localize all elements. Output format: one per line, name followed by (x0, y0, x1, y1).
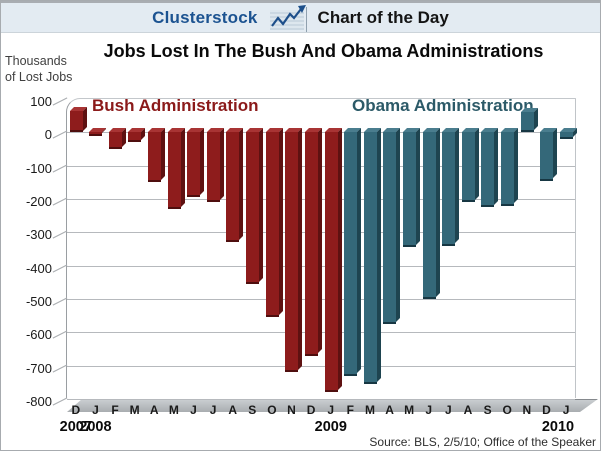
bar-bush-3 (128, 132, 142, 143)
bar-bush-13 (324, 132, 338, 393)
plot-area: Bush Administration Obama Administration (52, 96, 576, 400)
y-axis-label--800: -800 (25, 394, 52, 409)
y-axis-label-0: 0 (44, 127, 52, 143)
bar-obama-23 (520, 112, 534, 133)
bar-bush-2 (108, 132, 122, 149)
month-label-9: S (248, 403, 257, 417)
brand-logo: Clusterstock (152, 7, 258, 27)
header-title: Chart of the Day (317, 7, 449, 27)
bar-bush-7 (206, 132, 220, 203)
month-label-0: D (71, 403, 81, 417)
bar-obama-22 (501, 132, 515, 206)
month-label-13: J (327, 403, 335, 417)
bar-bush-1 (89, 132, 103, 136)
bar-obama-25 (559, 132, 573, 139)
bar-bush-8 (226, 132, 240, 243)
y-axis-label--700: -700 (25, 360, 52, 376)
y-axis: 100 0 -100 -200 -300 -400 -500 -600 -700 -800 (1, 94, 58, 409)
y-axis-unit-line2: of Lost Jobs (5, 70, 73, 85)
y-axis-label--100: -100 (25, 160, 52, 176)
month-label-17: M (404, 403, 415, 417)
y-axis-unit-label: Thousands of Lost Jobs (5, 53, 85, 86)
month-label-12: D (306, 403, 316, 417)
legend-obama-administration: Obama Administration (352, 96, 534, 115)
year-label-2010: 2010 (541, 419, 575, 435)
y-axis-label--200: -200 (25, 194, 52, 209)
bar-bush-12 (304, 132, 318, 356)
legend-bush-administration: Bush Administration (92, 96, 259, 115)
month-label-16: A (385, 403, 394, 417)
month-label-14: F (346, 403, 354, 417)
month-label-8: A (228, 403, 238, 417)
bar-bush-6 (187, 132, 201, 198)
y-axis-label--500: -500 (25, 294, 52, 309)
source-note: Source: BLS, 2/5/10; Office of the Speak… (369, 435, 596, 449)
bar-obama-17 (402, 132, 416, 248)
bar-obama-19 (442, 132, 456, 246)
bar-obama-16 (383, 132, 397, 324)
y-axis-unit-line1: Thousands (5, 54, 67, 68)
month-label-10: O (267, 403, 277, 417)
month-label-22: O (502, 403, 512, 417)
bar-obama-14 (344, 132, 358, 376)
month-label-24: D (542, 403, 551, 417)
bar-obama-18 (422, 132, 436, 299)
y-axis-label--600: -600 (25, 327, 52, 343)
month-label-20: A (463, 403, 473, 417)
y-axis-label-100: 100 (30, 94, 52, 109)
bar-obama-20 (461, 132, 475, 203)
bar-bush-9 (246, 132, 260, 284)
month-label-7: J (209, 403, 217, 417)
header-band: Clusterstock Chart of the Day (1, 1, 600, 33)
month-label-15: M (364, 403, 375, 417)
year-label-2009: 2009 (314, 419, 347, 435)
bar-bush-0 (69, 110, 83, 133)
month-label-19: J (445, 403, 452, 417)
year-label-2007: 2007 (59, 419, 92, 435)
month-label-18: J (425, 403, 433, 417)
month-label-5: M (168, 403, 179, 417)
month-label-3: M (129, 403, 140, 417)
y-axis-label--400: -400 (25, 260, 52, 276)
bar-bush-5 (167, 132, 181, 209)
gridline--700 (67, 365, 575, 367)
bar-obama-15 (363, 132, 377, 384)
month-label-23: N (522, 403, 532, 417)
year-label-2008: 2008 (79, 419, 112, 435)
month-label-21: S (483, 403, 492, 417)
month-label-1: J (92, 403, 99, 417)
month-label-25: J (562, 403, 570, 417)
y-axis-label--300: -300 (25, 227, 52, 243)
month-label-2: F (111, 403, 119, 417)
gridline--800 (67, 399, 575, 400)
bar-obama-24 (540, 132, 554, 181)
bar-bush-10 (265, 132, 279, 318)
bar-bush-11 (285, 132, 299, 373)
bar-bush-4 (147, 132, 161, 183)
month-label-6: J (190, 403, 197, 417)
month-label-11: N (287, 403, 296, 417)
month-label-4: A (149, 403, 159, 417)
line-chart-icon (268, 3, 308, 33)
bar-obama-21 (481, 132, 495, 208)
chart-title: Jobs Lost In The Bush And Obama Administ… (103, 41, 544, 61)
